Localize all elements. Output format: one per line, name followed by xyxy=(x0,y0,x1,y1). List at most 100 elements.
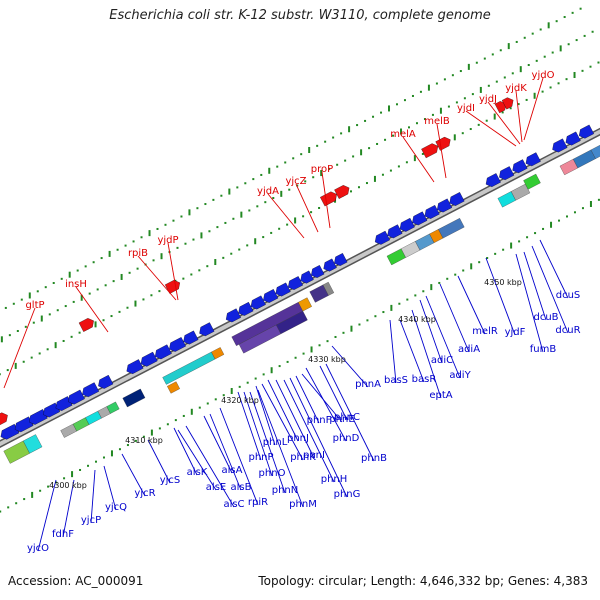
forward-tick-dot xyxy=(547,22,550,29)
forward-tick-dot xyxy=(142,298,145,301)
reverse-gene-arrow xyxy=(412,211,428,226)
forward-tick-dot xyxy=(455,101,458,104)
forward-tick-dot xyxy=(120,273,123,280)
reverse-gene-arrow xyxy=(82,382,100,398)
reverse-gene-arrow xyxy=(387,224,403,239)
reverse-tick-dot xyxy=(142,435,145,438)
label-leader xyxy=(295,375,320,424)
forward-tick-dot xyxy=(236,186,239,189)
reverse-gene-label: yjcP xyxy=(81,515,101,526)
feature-box xyxy=(322,281,335,296)
tick-label: 4300 kbp xyxy=(49,481,87,490)
reverse-gene-label: basS xyxy=(384,375,408,386)
label-leader xyxy=(173,427,198,476)
reverse-gene-label: phnP xyxy=(248,452,273,463)
forward-tick-dot xyxy=(54,342,57,349)
forward-tick-dot xyxy=(421,152,424,155)
forward-tick-dot xyxy=(471,93,474,96)
reverse-gene-arrow xyxy=(183,330,199,345)
reverse-gene-label: phnL xyxy=(263,437,288,448)
reverse-tick-dot xyxy=(374,315,377,318)
forward-tick-dot xyxy=(336,163,339,166)
reverse-gene-arrow xyxy=(311,265,325,278)
reverse-gene-label: dcuB xyxy=(533,312,558,323)
reverse-tick-dot xyxy=(326,340,329,343)
reverse-gene-arrow xyxy=(263,289,279,303)
reverse-tick-dot xyxy=(87,464,90,467)
tick-dots-layer xyxy=(0,7,600,513)
reverse-tick-dot xyxy=(79,468,82,471)
reverse-gene-arrow xyxy=(225,308,242,323)
reverse-tick-dot xyxy=(390,304,393,311)
reverse-gene-label: yjcO xyxy=(27,543,49,554)
forward-tick-dot xyxy=(324,140,327,143)
forward-tick-dot xyxy=(348,126,351,133)
reverse-tick-dot xyxy=(350,325,353,332)
forward-tick-dot xyxy=(302,215,305,218)
tick-label: 4320 kbp xyxy=(221,396,259,405)
reverse-gene-label: melR xyxy=(472,326,498,337)
forward-tick-dot xyxy=(276,165,279,168)
label-leader xyxy=(321,171,331,229)
forward-tick-dot xyxy=(28,292,31,299)
forward-tick-dot xyxy=(132,240,135,243)
backbone-line xyxy=(0,129,600,447)
forward-tick-dot xyxy=(286,223,289,226)
label-leader xyxy=(237,391,262,461)
forward-tick-dot xyxy=(224,221,227,224)
forward-tick-dot xyxy=(118,310,121,313)
forward-tick-dot xyxy=(495,80,498,83)
forward-tick-dot xyxy=(591,30,594,33)
reverse-gene-arrow xyxy=(334,253,348,266)
forward-tick-dot xyxy=(463,97,466,100)
reverse-tick-dot xyxy=(510,242,513,249)
feature-box xyxy=(122,388,146,408)
reverse-tick-dot xyxy=(198,406,201,409)
reverse-tick-dot xyxy=(597,198,600,201)
forward-tick-dot xyxy=(48,313,51,316)
forward-tick-dot xyxy=(52,281,55,284)
reverse-gene-arrow xyxy=(424,204,440,219)
forward-gene-arrow xyxy=(78,318,94,332)
forward-tick-dot xyxy=(216,226,219,229)
forward-tick-dot xyxy=(230,252,233,255)
label-leader xyxy=(531,245,569,334)
reverse-gene-arrow xyxy=(525,152,541,167)
reverse-tick-dot xyxy=(102,456,105,459)
reverse-tick-dot xyxy=(182,414,185,417)
forward-tick-dot xyxy=(373,175,376,182)
reverse-gene-label: phnO xyxy=(259,468,286,479)
forward-tick-dot xyxy=(62,339,65,342)
forward-tick-dot xyxy=(260,173,263,176)
forward-gene-arrow xyxy=(164,279,181,294)
label-leader xyxy=(257,389,304,508)
reverse-tick-dot xyxy=(206,402,209,405)
forward-tick-dot xyxy=(397,165,400,168)
reverse-gene-label: yjcQ xyxy=(105,502,127,513)
accession-text: Accession: AC_000091 xyxy=(8,574,144,588)
forward-tick-dot xyxy=(392,134,395,137)
forward-gene-label: yjdO xyxy=(532,70,555,81)
forward-gene-label: yjdJ xyxy=(479,94,497,105)
forward-gene-label: proP xyxy=(311,164,333,175)
forward-tick-dot xyxy=(88,292,91,295)
reverse-tick-dot xyxy=(470,263,473,270)
reverse-tick-dot xyxy=(366,319,369,322)
forward-tick-dot xyxy=(395,103,398,106)
forward-tick-dot xyxy=(80,294,83,301)
forward-tick-dot xyxy=(158,290,161,293)
forward-tick-dot xyxy=(567,43,570,46)
forward-tick-dot xyxy=(589,65,592,68)
label-leader xyxy=(325,363,375,462)
reverse-gene-arrow xyxy=(323,258,337,272)
forward-tick-dot xyxy=(44,286,47,289)
forward-gene-arrow xyxy=(0,412,8,426)
reverse-gene-label: phnK xyxy=(290,452,316,463)
label-leader xyxy=(436,123,447,179)
reverse-gene-label: phnA xyxy=(355,379,381,390)
forward-tick-dot xyxy=(72,300,75,303)
reverse-gene-label: dcuR xyxy=(555,325,580,336)
reverse-gene-label: phnG xyxy=(334,489,361,500)
forward-tick-dot xyxy=(94,321,97,328)
reverse-tick-dot xyxy=(262,373,265,376)
